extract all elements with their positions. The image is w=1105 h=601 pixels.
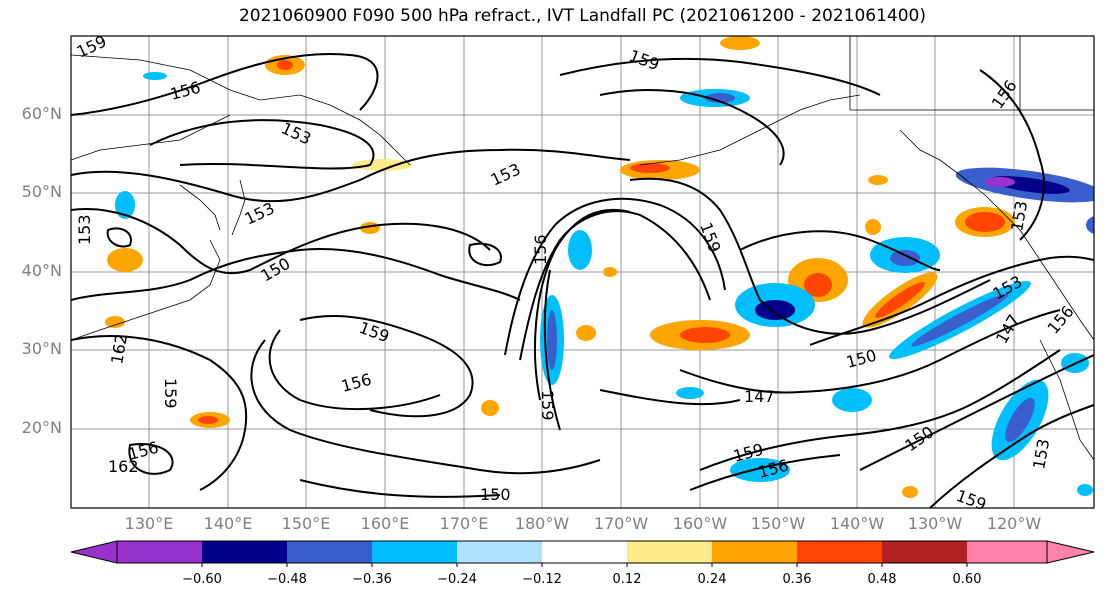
colorbar	[70, 540, 1095, 567]
lat-label: 50°N	[21, 182, 62, 201]
lon-label: 170°E	[439, 514, 489, 533]
colorbar-extend-low	[70, 540, 118, 564]
lat-label: 60°N	[21, 104, 62, 123]
lon-label: 130°E	[124, 514, 174, 533]
map-frame	[70, 35, 1095, 509]
contour-label: 156	[531, 234, 550, 265]
lon-label: 170°W	[593, 514, 649, 533]
contour-label: 147	[744, 387, 775, 406]
colorbar-extend-high	[1046, 540, 1095, 564]
colorbar-swatch	[542, 541, 627, 563]
colorbar-swatch	[712, 541, 797, 563]
colorbar-swatch	[967, 541, 1047, 563]
colorbar-swatch	[287, 541, 372, 563]
colorbar-tick-label: 0.36	[782, 572, 812, 587]
colorbar-swatch	[627, 541, 712, 563]
colorbar-tick-label: −0.12	[522, 572, 562, 587]
lat-label: 30°N	[21, 339, 62, 358]
colorbar-swatch	[202, 541, 287, 563]
lat-label: 20°N	[21, 418, 62, 437]
colorbar-tick-label: −0.36	[352, 572, 392, 587]
colorbar-tick-label: 0.24	[697, 572, 727, 587]
lon-label: 140°W	[829, 514, 885, 533]
lon-label: 160°W	[672, 514, 728, 533]
coastlines	[71, 36, 1094, 461]
lat-label: 40°N	[21, 261, 62, 280]
colorbar-tick-label: −0.48	[267, 572, 307, 587]
contour-label: 150	[480, 485, 511, 504]
colorbar-swatch	[797, 541, 882, 563]
colorbar-tick-label: 0.48	[867, 572, 897, 587]
lon-label: 120°W	[986, 514, 1042, 533]
colorbar-swatch	[457, 541, 542, 563]
colorbar-swatch	[372, 541, 457, 563]
colorbar-tick-label: 0.12	[612, 572, 642, 587]
colorbar-tick-label: 0.60	[952, 572, 982, 587]
contour-label: 162	[108, 457, 139, 476]
contour-label: 153	[75, 214, 94, 245]
lon-label: 140°E	[203, 514, 253, 533]
lon-label: 150°E	[281, 514, 331, 533]
figure-title: 2021060900 F090 500 hPa refract., IVT La…	[238, 6, 926, 26]
contour-label: 159	[538, 390, 557, 421]
colorbar-tick-label: −0.24	[437, 572, 477, 587]
contour-label: 159	[161, 378, 180, 409]
ivt-shading	[105, 36, 1094, 498]
lon-label: 180°W	[514, 514, 570, 533]
lon-label: 160°E	[360, 514, 410, 533]
colorbar-swatch	[117, 541, 202, 563]
colorbar-swatch	[882, 541, 967, 563]
lon-label: 150°W	[750, 514, 806, 533]
colorbar-tick-label: −0.60	[182, 572, 222, 587]
height-contours	[71, 53, 1094, 508]
lon-label: 130°W	[907, 514, 963, 533]
